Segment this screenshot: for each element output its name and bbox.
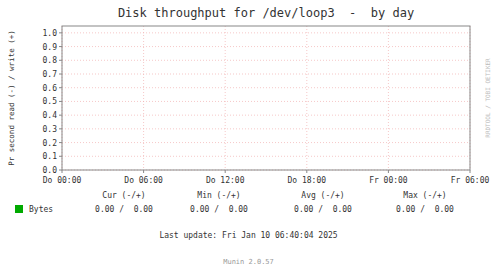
title: Disk throughput for /dev/loop3 - by day [118,6,414,20]
tick-label: 0.4 [43,111,58,120]
grid-line [62,46,470,47]
stat-value: 0.00 / 0.00 [396,205,454,214]
grid-line [62,128,470,129]
stat-value: 0.00 / 0.00 [190,205,248,214]
plot-frame [62,26,470,170]
grid-line [62,156,470,157]
tick-label: Fr 00:00 [369,176,408,185]
plot-area [62,26,470,170]
stat-header: Avg (-/+) [301,191,344,200]
stat-header: Max (-/+) [403,191,446,200]
tick-label: 0.2 [43,139,58,148]
tick-label: Fr 06:00 [451,176,490,185]
tick-label: 0.7 [43,70,58,79]
grid-line [62,60,470,61]
grid-line [225,26,226,170]
grid-line [62,142,470,143]
tick-label: 0.9 [43,43,58,52]
grid-line [62,74,470,75]
tick-label: Do 12:00 [206,176,245,185]
grid-line [306,26,307,170]
tick-label: 1.0 [43,29,58,38]
tick-label: 0.3 [43,125,58,134]
grid-line [388,26,389,170]
tick-label: 0.6 [43,84,58,93]
grid-line [62,101,470,102]
legend-swatch [15,205,23,213]
axis-label: Pr second read (-) / write (+) [7,30,16,165]
tick-label: 0.8 [43,56,58,65]
tick-label: Do 18:00 [288,176,327,185]
grid-line [62,115,470,116]
stat-value: 0.00 / 0.00 [95,205,153,214]
axes: 0.0 0.1 0.2 0.3 0.4 0.5 0.6 0.7 0.8 0.9 1.0 Do 00:0… [43,29,490,185]
stat-header: Min (-/+) [197,191,240,200]
tick-label: Do 06:00 [124,176,163,185]
tick-label: 0.5 [43,97,58,106]
grid-line [143,26,144,170]
tick-label: 0.0 [43,166,58,175]
tick-label: Do 00:00 [43,176,82,185]
grid [62,26,470,170]
stat-value: 0.00 / 0.00 [294,205,352,214]
last-update: Last update: Fri Jan 10 06:40:04 2025 [159,231,337,240]
grid-line [62,87,470,88]
chart: 0.0 0.1 0.2 0.3 0.4 0.5 0.6 0.7 0.8 0.9 1.0 Do 00:0… [0,0,497,275]
version: Munin 2.0.57 [223,258,274,266]
grid-line [62,32,470,33]
tick-label: 0.1 [43,152,58,161]
stat-header: Cur (-/+) [102,191,145,200]
footer: Cur (-/+) 0.00 / 0.00 Min (-/+) 0.00 / 0.00… [15,191,454,266]
legend-label: Bytes [29,205,53,214]
watermark: RRDTOOL / TOBI OETIKER [484,58,491,138]
